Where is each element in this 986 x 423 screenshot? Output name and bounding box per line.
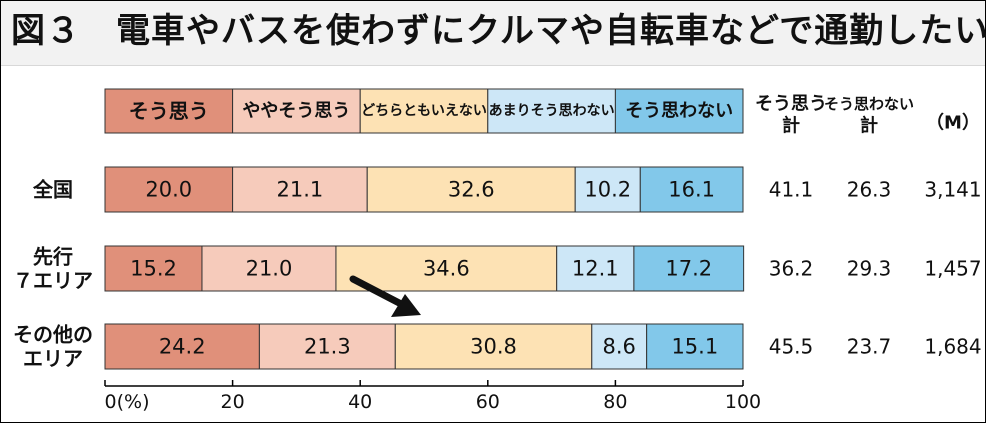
summary-value: 36.2 [769,257,814,281]
category-label: 先行 [33,245,73,269]
summary-header: （M） [926,113,980,134]
category-label: ７エリア [13,269,93,293]
bar-segment [591,323,648,370]
data-label: 15.1 [671,335,718,359]
data-label: 34.6 [423,257,470,281]
legend-label: どちらともいえない [361,103,487,119]
bar-segment [639,166,744,213]
bar-segment [335,245,558,292]
bar-segment [258,323,396,370]
legend-swatch [614,88,744,134]
summary-header: 計 [782,115,800,137]
x-tick-label: 100 [725,391,761,413]
bar-segment [232,166,368,213]
legend-swatch [104,88,234,134]
x-tick-label: 80 [603,391,627,413]
legend-label: そう思う [129,99,209,123]
x-tick-label: 60 [476,391,500,413]
data-label: 17.2 [665,257,712,281]
data-label: 21.0 [246,257,293,281]
bar-segment [633,245,745,292]
legend-label: そう思わない [625,101,733,122]
bar-segment [201,245,337,292]
data-label: 16.1 [668,178,715,202]
x-tick-label: 40 [348,391,372,413]
bar-segment [366,166,576,213]
annotation-arrow-head [391,294,421,317]
bar-segment [104,166,234,213]
bar-segment [556,245,635,292]
data-label: 12.1 [572,257,619,281]
data-label: 15.2 [130,257,177,281]
category-label: その他の [13,323,93,347]
chart-title: 図３ 電車やバスを使わずにクルマや自転車などで通勤したい [11,11,986,51]
data-label: 21.3 [304,335,351,359]
data-label: 24.2 [159,335,206,359]
data-label: 8.6 [603,335,636,359]
summary-value: 1,684 [924,335,981,359]
summary-header: 計 [860,115,878,137]
summary-value: 45.5 [769,335,814,359]
data-label: 32.6 [448,178,495,202]
summary-header: そう思う [755,94,827,115]
title-bar: 図３ 電車やバスを使わずにクルマや自転車などで通勤したい [1,1,986,66]
bar-segment [646,323,744,370]
data-label: 21.1 [277,178,324,202]
data-label: 10.2 [584,178,631,202]
summary-value: 23.7 [847,335,892,359]
category-label: 全国 [32,178,73,202]
summary-value: 26.3 [847,178,892,202]
legend-label: ややそう思う [242,101,350,122]
bar-segment [104,323,260,370]
x-tick-label: 20 [221,391,245,413]
x-tick-label: 0(%) [105,391,150,413]
summary-header: そう思わない [824,95,914,113]
legend-label: あまりそう思わない [489,103,615,119]
bar-segment [104,245,203,292]
annotation-arrow-shaft [349,275,409,310]
bar-segment [574,166,641,213]
data-label: 30.8 [470,335,517,359]
data-label: 20.0 [145,178,192,202]
summary-value: 41.1 [769,178,814,202]
summary-value: 1,457 [924,257,981,281]
category-label: エリア [23,347,83,371]
legend-swatch [359,88,489,134]
summary-value: 3,141 [924,178,981,202]
legend-swatch [232,88,361,134]
summary-value: 29.3 [847,257,892,281]
